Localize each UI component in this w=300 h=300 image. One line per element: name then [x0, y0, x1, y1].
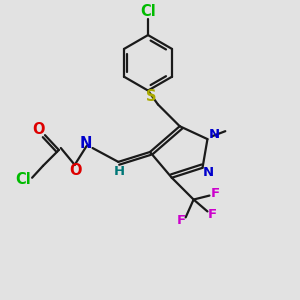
Text: N: N — [203, 166, 214, 179]
Text: N: N — [80, 136, 92, 151]
Text: O: O — [69, 163, 82, 178]
Text: S: S — [146, 89, 156, 104]
Text: F: F — [177, 214, 186, 227]
Text: F: F — [208, 208, 217, 221]
Text: Cl: Cl — [15, 172, 31, 187]
Text: N: N — [209, 128, 220, 141]
Text: F: F — [211, 187, 220, 200]
Text: H: H — [114, 165, 125, 178]
Text: Cl: Cl — [140, 4, 156, 19]
Text: O: O — [32, 122, 44, 137]
